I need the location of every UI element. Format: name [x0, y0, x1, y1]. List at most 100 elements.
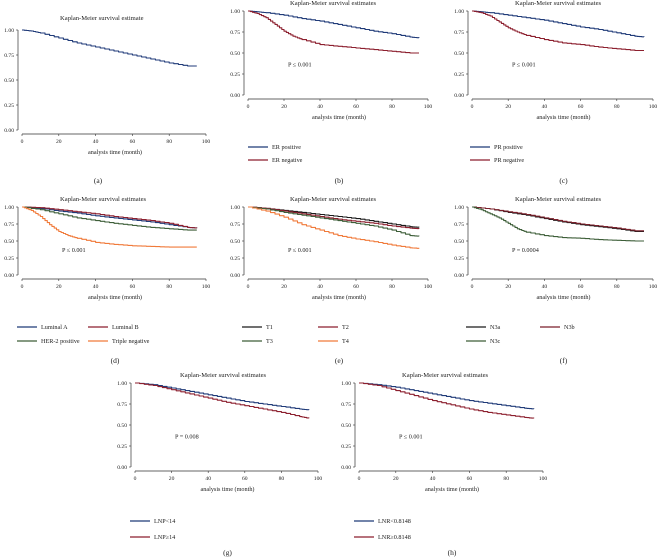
panel-b: Kaplan-Meier survival estimates 0.00 0.25 0… — [230, 0, 432, 185]
x-axis-label: analysis time (month) — [537, 114, 591, 121]
panel-caption: (g) — [223, 548, 232, 557]
y-tick-label: 1.00 — [454, 205, 464, 211]
x-tick-label: 80 — [279, 476, 285, 482]
x-tick-label: 100 — [649, 284, 658, 290]
y-tick-label: 0.75 — [454, 222, 464, 228]
x-tick-label: 0 — [471, 104, 474, 110]
x-tick-label: 60 — [578, 284, 584, 290]
legend-label: T1 — [266, 324, 273, 331]
legend-label: Triple negative — [112, 338, 150, 345]
x-tick-label: 60 — [578, 104, 584, 110]
y-tick-label: 0.00 — [230, 273, 240, 279]
series-line-pr-positive — [472, 10, 645, 38]
series-line-t2 — [248, 206, 420, 230]
x-tick-label: 0 — [21, 284, 24, 290]
y-tick-label: 1.00 — [4, 28, 14, 34]
panel-e: Kaplan-Meier survival estimates 0.00 0.25 0… — [230, 196, 432, 365]
series-line-lnr-0-8148 — [359, 382, 535, 410]
chart-title: Kaplan-Meier survival estimates — [290, 0, 376, 7]
x-tick-label: 0 — [471, 284, 474, 290]
legend-label: LNP<14 — [154, 518, 175, 525]
x-tick-label: 40 — [542, 284, 548, 290]
legend-label: HER-2 positive — [41, 338, 80, 345]
chart-title: Kaplan-Meier survival estimates — [402, 372, 488, 379]
chart-title: Kaplan-Meier survival estimates — [180, 372, 266, 379]
y-tick-label: 0.25 — [454, 72, 464, 78]
x-tick-label: 40 — [317, 284, 323, 290]
p-value: P ≤ 0.001 — [399, 433, 423, 440]
legend-label: Luminal A — [41, 324, 68, 331]
x-tick-label: 40 — [93, 139, 99, 145]
y-tick-label: 0.50 — [230, 239, 240, 245]
y-tick-label: 0.75 — [4, 222, 14, 228]
x-tick-label: 40 — [542, 104, 548, 110]
series-line-overall — [22, 29, 197, 67]
x-tick-label: 0 — [247, 284, 250, 290]
p-value: P ≤ 0.001 — [512, 61, 536, 68]
series-line-er-positive — [248, 10, 420, 39]
x-tick-label: 40 — [205, 476, 211, 482]
x-tick-label: 60 — [242, 476, 248, 482]
panel-caption: (h) — [448, 548, 457, 557]
legend-label: N3b — [564, 324, 575, 331]
y-tick-label: 1.00 — [454, 9, 464, 15]
x-tick-label: 80 — [614, 284, 620, 290]
legend-label: N3c — [490, 338, 501, 345]
x-tick-label: 100 — [202, 284, 211, 290]
series-line-n3c — [472, 206, 644, 242]
y-tick-label: 1.00 — [117, 381, 127, 387]
legend-label: ER negative — [272, 157, 303, 164]
y-tick-label: 0.00 — [4, 273, 14, 279]
y-tick-label: 1.00 — [230, 9, 240, 15]
x-axis-label: analysis time (month) — [537, 294, 591, 301]
y-tick-label: 0.00 — [454, 273, 464, 279]
x-tick-label: 100 — [314, 476, 323, 482]
x-tick-label: 20 — [56, 284, 62, 290]
chart-title: Kaplan-Meier survival estimates — [515, 196, 601, 203]
y-tick-label: 0.25 — [4, 256, 14, 262]
y-tick-label: 0.25 — [4, 103, 14, 109]
series-line-lnp-14 — [135, 382, 310, 419]
x-tick-label: 60 — [130, 139, 136, 145]
panel-g: Kaplan-Meier survival estimates 0.00 0.25 0… — [117, 372, 322, 557]
y-tick-label: 0.75 — [4, 53, 14, 59]
series-line-pr-negative — [472, 10, 644, 52]
series-line-her-2-positive — [22, 206, 197, 231]
y-tick-label: 0.50 — [117, 423, 127, 429]
series-line-luminal-a — [22, 206, 198, 229]
x-tick-label: 40 — [430, 476, 436, 482]
x-tick-label: 100 — [202, 139, 211, 145]
y-tick-label: 0.00 — [341, 465, 351, 471]
x-tick-label: 80 — [389, 104, 395, 110]
panel-c: Kaplan-Meier survival estimates 0.00 0.25 0… — [454, 0, 657, 185]
x-tick-label: 0 — [21, 139, 24, 145]
y-tick-label: 0.50 — [4, 78, 14, 84]
x-tick-label: 100 — [539, 476, 548, 482]
y-tick-label: 0.50 — [4, 239, 14, 245]
x-tick-label: 80 — [503, 476, 509, 482]
panel-caption: (d) — [111, 356, 120, 365]
y-tick-label: 0.75 — [117, 402, 127, 408]
x-tick-label: 20 — [169, 476, 175, 482]
y-tick-label: 0.25 — [341, 444, 351, 450]
series-line-lnp-14 — [135, 382, 310, 411]
chart-title: Kaplan-Meier survival estimates — [515, 0, 601, 7]
y-tick-label: 0.50 — [454, 239, 464, 245]
p-value: P = 0.0004 — [512, 247, 539, 254]
x-tick-label: 0 — [358, 476, 361, 482]
panel-a: Kaplan-Meier survival estimate 0.00 0.25 0.… — [4, 15, 210, 185]
y-tick-label: 0.00 — [454, 93, 464, 99]
y-tick-label: 0.25 — [117, 444, 127, 450]
y-tick-label: 0.25 — [454, 256, 464, 262]
legend-label: Luminal B — [112, 324, 139, 331]
series-line-lnr-0-8148 — [359, 382, 535, 419]
x-tick-label: 0 — [247, 104, 250, 110]
y-tick-label: 0.00 — [230, 93, 240, 99]
x-axis-label: analysis time (month) — [312, 294, 366, 301]
panel-caption: (b) — [335, 176, 344, 185]
legend-label: LNP≥14 — [154, 534, 175, 541]
series-line-er-negative — [248, 10, 419, 54]
legend-label: T4 — [342, 338, 349, 345]
x-tick-label: 80 — [166, 284, 172, 290]
